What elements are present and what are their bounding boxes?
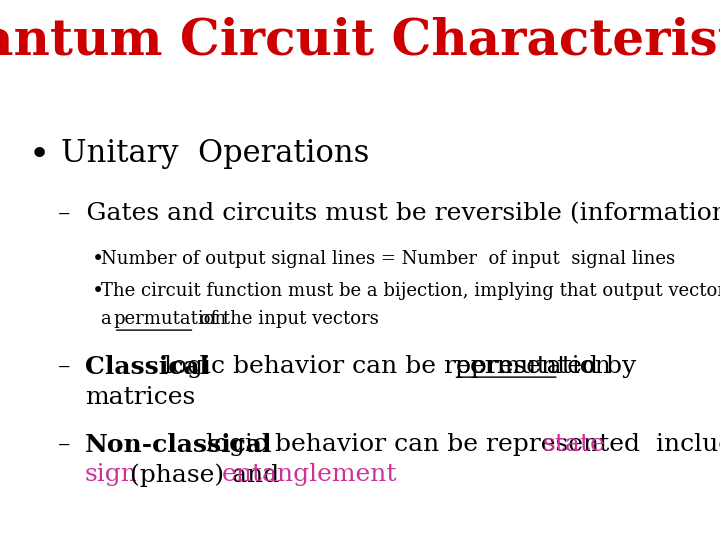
Text: Non-classical: Non-classical bbox=[85, 433, 272, 457]
Text: logic behavior can be represented  including: logic behavior can be represented includ… bbox=[198, 433, 720, 456]
Text: sign: sign bbox=[85, 463, 138, 487]
Text: matrices: matrices bbox=[85, 386, 195, 409]
Text: state: state bbox=[542, 433, 605, 456]
Text: The circuit function must be a bijection, implying that output vectors are: The circuit function must be a bijection… bbox=[101, 282, 720, 300]
Text: Classical: Classical bbox=[85, 355, 209, 379]
Text: of the input vectors: of the input vectors bbox=[194, 309, 379, 328]
Text: Unitary  Operations: Unitary Operations bbox=[61, 138, 369, 170]
Text: permutation: permutation bbox=[114, 309, 227, 328]
Text: Number of output signal lines = Number  of input  signal lines: Number of output signal lines = Number o… bbox=[101, 250, 675, 268]
Text: –  Gates and circuits must be reversible (information-lossless): – Gates and circuits must be reversible … bbox=[58, 202, 720, 225]
Text: •: • bbox=[92, 282, 104, 301]
Text: permutation: permutation bbox=[454, 355, 611, 378]
Text: –: – bbox=[58, 433, 86, 456]
Text: entanglement: entanglement bbox=[222, 463, 397, 487]
Text: •: • bbox=[92, 250, 104, 269]
Text: Quantum Circuit Characteristics: Quantum Circuit Characteristics bbox=[0, 17, 720, 66]
Text: a: a bbox=[101, 309, 117, 328]
Text: –: – bbox=[58, 355, 86, 378]
Text: (phase) and: (phase) and bbox=[122, 463, 288, 487]
Text: •: • bbox=[29, 138, 50, 172]
Text: logic behavior can be represented by: logic behavior can be represented by bbox=[156, 355, 644, 378]
